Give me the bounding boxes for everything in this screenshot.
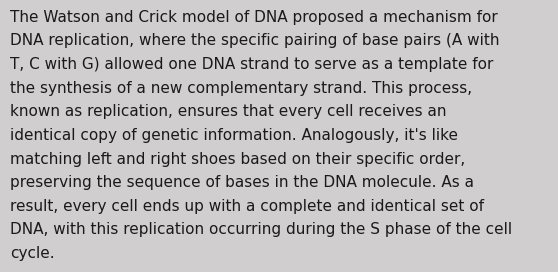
Text: DNA, with this replication occurring during the S phase of the cell: DNA, with this replication occurring dur… bbox=[10, 222, 512, 237]
Text: the synthesis of a new complementary strand. This process,: the synthesis of a new complementary str… bbox=[10, 81, 472, 95]
Text: cycle.: cycle. bbox=[10, 246, 55, 261]
Text: matching left and right shoes based on their specific order,: matching left and right shoes based on t… bbox=[10, 152, 465, 166]
Text: The Watson and Crick model of DNA proposed a mechanism for: The Watson and Crick model of DNA propos… bbox=[10, 10, 498, 24]
Text: T, C with G) allowed one DNA strand to serve as a template for: T, C with G) allowed one DNA strand to s… bbox=[10, 57, 493, 72]
Text: known as replication, ensures that every cell receives an: known as replication, ensures that every… bbox=[10, 104, 446, 119]
Text: DNA replication, where the specific pairing of base pairs (A with: DNA replication, where the specific pair… bbox=[10, 33, 499, 48]
Text: preserving the sequence of bases in the DNA molecule. As a: preserving the sequence of bases in the … bbox=[10, 175, 474, 190]
Text: result, every cell ends up with a complete and identical set of: result, every cell ends up with a comple… bbox=[10, 199, 484, 214]
Text: identical copy of genetic information. Analogously, it's like: identical copy of genetic information. A… bbox=[10, 128, 458, 143]
